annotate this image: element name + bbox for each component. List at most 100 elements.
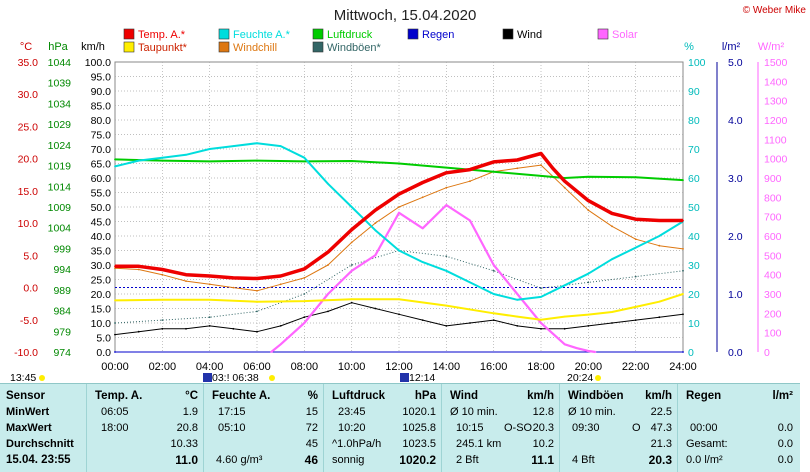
- series-point: [445, 304, 448, 307]
- wind-beaufort: 2 Bft: [456, 454, 479, 466]
- wind-min-label: Ø 10 min.: [450, 406, 498, 418]
- temp-tick-label: 5.0: [23, 250, 38, 262]
- temp-tick-label: -5.0: [20, 315, 38, 327]
- temp-current-value: 11.0: [175, 453, 198, 467]
- hum-min-time: 17:15: [218, 406, 246, 418]
- series-point: [185, 153, 187, 156]
- series-point: [682, 219, 684, 222]
- series-point: [469, 322, 471, 324]
- time-tick-label: 12:00: [385, 361, 413, 373]
- rain-max-time: 00:00: [690, 422, 718, 434]
- stats-col-pressure: Luftdruck hPa 23:45 1020.1 10:20 1025.8 ^1.…: [323, 384, 442, 472]
- series-point: [445, 255, 448, 258]
- series-point: [540, 318, 542, 321]
- wind-tick-label: 40.0: [91, 231, 112, 243]
- legend-windchill-swatch: [218, 41, 230, 53]
- wind-tick-label: 70.0: [91, 144, 112, 156]
- press-current-value: 1020.2: [399, 453, 436, 467]
- row-max-label: MaxWert: [6, 422, 52, 434]
- series-point: [587, 209, 590, 212]
- sunset-dot-icon: [595, 375, 601, 381]
- series-point: [279, 325, 282, 327]
- legend-dewpoint-swatch: [123, 41, 135, 53]
- pressure-tick-label: 974: [53, 347, 71, 359]
- pressure-tick-label: 979: [53, 326, 71, 338]
- pressure-tick-label: 1044: [48, 57, 72, 69]
- rain-rate: 0.0 l/m²: [686, 454, 723, 466]
- series-point: [232, 327, 235, 330]
- series-luftdruck-line: [114, 158, 684, 182]
- legend-pressure-label: Luftdruck: [327, 29, 373, 41]
- legend-solar-label: Solar: [612, 29, 638, 41]
- time-tick-label: 22:00: [622, 361, 650, 373]
- wind-distance: 245.1 km: [456, 438, 502, 450]
- series-point: [350, 264, 353, 266]
- series-point: [114, 265, 116, 268]
- copyright-label[interactable]: © Weber Mike: [743, 5, 807, 16]
- series-point: [445, 325, 448, 327]
- series-point: [516, 298, 519, 301]
- hum-avg-value: 45: [305, 438, 318, 450]
- wind-max-value: 20.3: [532, 422, 554, 434]
- legend-wind-swatch: [502, 28, 514, 40]
- humidity-tick-label: 20: [688, 289, 700, 301]
- time-tick-label: 18:00: [527, 361, 555, 373]
- series-point: [611, 258, 613, 261]
- stats-col-humidity: Feuchte A.% 17:15 15 05:10 72 45 4.60 g/m³…: [203, 384, 324, 472]
- series-point: [185, 280, 187, 282]
- series-point: [114, 322, 116, 324]
- series-point: [445, 171, 448, 174]
- series-point: [563, 180, 566, 183]
- series-point: [587, 175, 590, 178]
- time-tick-label: 24:00: [669, 361, 697, 373]
- series-point: [256, 277, 258, 280]
- series-point: [398, 249, 400, 252]
- series-point: [114, 299, 116, 302]
- series-point: [398, 162, 400, 165]
- hum-max-value: 72: [305, 422, 318, 434]
- wind-tick-label: 45.0: [91, 217, 112, 229]
- legend-temp-label: Temp. A.*: [138, 29, 186, 41]
- temp-tick-label: 20.0: [18, 154, 39, 166]
- solar-tick-label: 1500: [764, 57, 788, 69]
- legend-rain-label: Regen: [422, 29, 454, 41]
- sunrise-dot-icon: [269, 375, 275, 381]
- humidity-tick-label: 0: [688, 347, 694, 359]
- series-point: [161, 298, 164, 301]
- wind-unit-label: km/h: [81, 41, 105, 53]
- rain-tick-label: 4.0: [728, 115, 743, 127]
- header-pressure-unit: hPa: [414, 390, 436, 402]
- series-point: [398, 211, 400, 214]
- series-point: [114, 333, 116, 336]
- series-point: [303, 322, 306, 324]
- series-point: [469, 180, 471, 183]
- stats-col-wind: Wind km/h Ø 10 min. 12.8 10:15 O-SO 20.3 245…: [441, 384, 560, 472]
- pressure-tick-label: 1024: [48, 140, 72, 152]
- series-point: [374, 209, 377, 212]
- series-point: [540, 327, 542, 330]
- series-point: [587, 313, 590, 316]
- series-point: [658, 316, 661, 319]
- series-point: [398, 298, 400, 301]
- series-point: [469, 168, 471, 171]
- temp-min-value: 1.9: [182, 406, 198, 418]
- series-point: [256, 300, 258, 303]
- series-point: [232, 277, 235, 279]
- series-point: [421, 227, 424, 230]
- stats-col-temp: Temp. A. °C 06:05 1.9 18:00 20.8 10.33 11.0: [86, 384, 204, 472]
- series-point: [492, 319, 495, 321]
- press-forecast: sonnig: [332, 454, 365, 466]
- series-point: [492, 170, 495, 173]
- series-point: [208, 298, 211, 301]
- wind-tick-label: 25.0: [91, 275, 112, 287]
- rain-total-value: 0.0: [777, 438, 793, 450]
- pressure-tick-label: 1014: [48, 181, 72, 193]
- header-gust-unit: km/h: [645, 390, 672, 402]
- series-point: [540, 287, 542, 290]
- legend-gust-swatch: [312, 41, 324, 53]
- series-point: [445, 166, 448, 169]
- series-point: [327, 264, 329, 266]
- time-tick-label: 00:00: [101, 361, 129, 373]
- pressure-tick-label: 984: [53, 306, 71, 318]
- rain-current-value: 0.0: [777, 454, 793, 466]
